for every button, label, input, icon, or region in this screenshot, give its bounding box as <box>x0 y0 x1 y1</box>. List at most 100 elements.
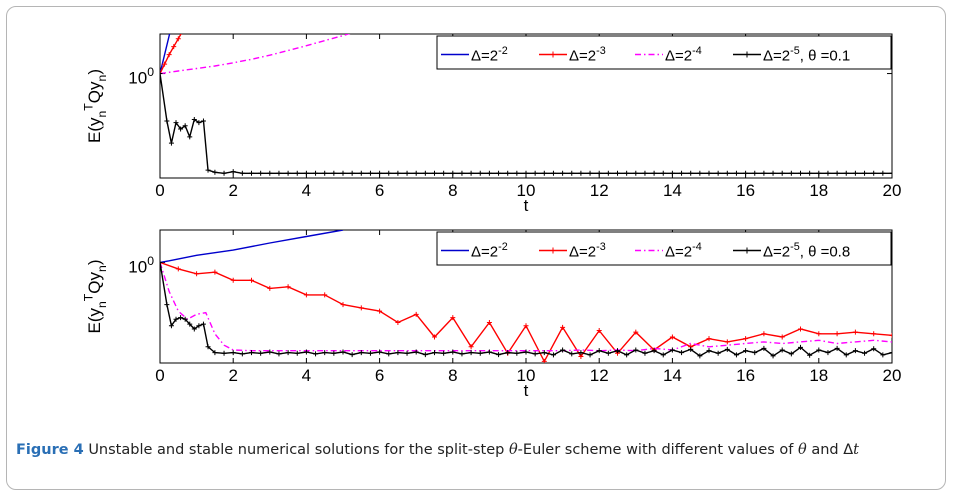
series-point-4 <box>743 348 749 354</box>
series-point-4 <box>843 170 849 176</box>
series-point-4 <box>377 170 383 176</box>
series-point-4 <box>432 170 437 176</box>
series-point-4 <box>340 170 346 176</box>
series-point-2 <box>486 319 492 325</box>
series-point-4 <box>164 118 170 124</box>
series-point-4 <box>331 350 337 356</box>
series-point-4 <box>303 349 309 355</box>
series-point-2 <box>468 344 474 350</box>
series-point-4 <box>880 170 886 176</box>
series-point-4 <box>724 170 730 176</box>
series-point-4 <box>212 169 218 175</box>
series-point-4 <box>173 120 179 126</box>
series-point-4 <box>697 353 703 359</box>
series-point-4 <box>550 170 556 176</box>
series-point-4 <box>496 352 502 358</box>
series-point-4 <box>322 170 328 176</box>
series-point-4 <box>212 350 218 356</box>
series-point-4 <box>889 350 892 356</box>
x-tick-label: 0 <box>155 181 164 200</box>
series-point-4 <box>743 170 749 176</box>
series-point-2 <box>871 331 877 337</box>
series-point-4 <box>367 350 373 356</box>
series-point-2 <box>194 271 200 277</box>
series-point-4 <box>761 170 767 176</box>
series-point-2 <box>816 331 822 337</box>
series-point-4 <box>642 170 648 176</box>
series-point-4 <box>770 353 776 359</box>
series-point-4 <box>168 323 174 329</box>
series-point-4 <box>733 352 739 358</box>
series-point-4 <box>669 170 675 176</box>
series-point-4 <box>486 349 492 355</box>
series-point-4 <box>386 351 392 357</box>
series-point-4 <box>422 170 428 176</box>
series-point-4 <box>587 352 593 358</box>
x-tick-label: 6 <box>375 366 384 385</box>
series-point-4 <box>258 170 264 176</box>
x-axis-label: t <box>524 196 529 215</box>
series-point-2 <box>358 305 364 311</box>
series-point-2 <box>377 308 383 314</box>
x-tick-label: 20 <box>883 181 902 200</box>
series-point-4 <box>160 71 163 77</box>
series-point-2 <box>249 277 254 283</box>
series-point-4 <box>633 170 639 176</box>
series-point-4 <box>834 345 840 351</box>
series-point-4 <box>788 170 794 176</box>
series-point-4 <box>660 352 666 358</box>
caption-text-start: Unstable and stable numerical solutions … <box>88 442 509 458</box>
x-tick-label: 12 <box>590 181 609 200</box>
series-line-3 <box>160 34 351 75</box>
series-point-2 <box>175 36 181 42</box>
series-point-4 <box>715 350 721 356</box>
series-point-4 <box>294 350 300 356</box>
series-point-4 <box>164 302 170 308</box>
series-point-4 <box>523 170 529 176</box>
series-point-4 <box>688 170 694 176</box>
series-point-4 <box>779 170 785 176</box>
series-line-2 <box>160 261 892 363</box>
series-point-4 <box>852 170 858 176</box>
series-point-2 <box>230 277 236 283</box>
series-point-4 <box>624 170 630 176</box>
x-tick-label: 18 <box>809 366 828 385</box>
legend-label-4: Δ=2-5, θ =0.8 <box>763 241 850 261</box>
series-point-4 <box>852 348 858 354</box>
series-point-2 <box>761 331 767 337</box>
series-point-2 <box>413 311 419 317</box>
series-point-4 <box>404 350 410 356</box>
series-point-4 <box>191 116 197 122</box>
series-line-2 <box>160 34 182 74</box>
series-point-4 <box>752 350 758 356</box>
series-point-4 <box>358 350 364 356</box>
series-point-4 <box>550 352 556 358</box>
caption-theta-2: θ <box>798 442 807 458</box>
chart-panel-2: 0 2 4 6 8 10 12 14 16 18 20 t 100 E(ynTQyn) Δ=2-2 Δ=2-3… <box>81 229 901 400</box>
series-point-4 <box>441 170 447 176</box>
series-point-4 <box>862 170 868 176</box>
x-tick-label: 2 <box>228 366 237 385</box>
series-point-4 <box>532 170 538 176</box>
series-point-4 <box>679 350 685 356</box>
series-point-4 <box>160 259 163 265</box>
series-point-4 <box>413 170 419 176</box>
series-point-4 <box>441 350 447 356</box>
series-point-4 <box>633 347 639 353</box>
series-point-4 <box>303 170 309 176</box>
series-point-4 <box>724 346 730 352</box>
series-point-2 <box>285 284 291 290</box>
legend-label-3: Δ=2-4 <box>665 45 702 65</box>
series-point-4 <box>477 350 483 356</box>
series-point-4 <box>798 344 803 350</box>
series-point-2 <box>175 266 181 272</box>
x-tick-label: 14 <box>663 366 682 385</box>
series-point-2 <box>560 324 566 330</box>
series-point-2 <box>303 292 309 298</box>
series-point-4 <box>230 350 236 356</box>
series-line-4 <box>160 73 892 175</box>
series-point-2 <box>523 323 529 329</box>
legend-label-2: Δ=2-3 <box>569 241 606 261</box>
series-point-4 <box>651 348 657 354</box>
series-point-4 <box>816 347 822 353</box>
